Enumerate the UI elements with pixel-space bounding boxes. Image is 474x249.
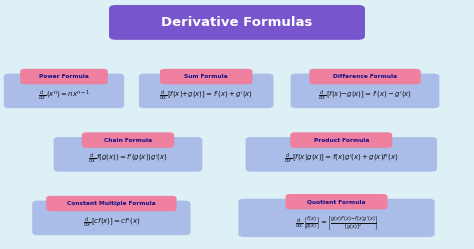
Text: $\frac{d}{dx}\,\left[\frac{f(x)}{g(x)}\right] = \left[\frac{g(x)f'(x){-}f(x)g'(x: $\frac{d}{dx}\,\left[\frac{f(x)}{g(x)}\r… <box>295 215 378 232</box>
Text: Constant Multiple Formula: Constant Multiple Formula <box>67 201 156 206</box>
Text: Difference Formula: Difference Formula <box>333 74 397 79</box>
FancyBboxPatch shape <box>4 74 124 108</box>
Text: $\frac{d}{dx}\,[f(x){+}g(x)] = f'(x)+g'(x)$: $\frac{d}{dx}\,[f(x){+}g(x)] = f'(x)+g'(… <box>159 89 253 103</box>
Text: Sum Formula: Sum Formula <box>184 74 228 79</box>
FancyBboxPatch shape <box>20 69 108 84</box>
Text: $\frac{d}{dx}\,f(g(x)) = f'(g(x))g'(x)$: $\frac{d}{dx}\,f(g(x)) = f'(g(x))g'(x)$ <box>88 152 168 166</box>
Text: $\frac{d}{dx}\,(x^n) = nx^{n-1}$: $\frac{d}{dx}\,(x^n) = nx^{n-1}$ <box>38 89 90 103</box>
FancyBboxPatch shape <box>291 74 439 108</box>
FancyBboxPatch shape <box>246 137 437 172</box>
FancyBboxPatch shape <box>290 132 392 148</box>
Text: Chain Formula: Chain Formula <box>104 137 152 143</box>
Text: $\frac{d}{dx}\,[f(x){-}g(x)] = f'(x)-g'(x)$: $\frac{d}{dx}\,[f(x){-}g(x)] = f'(x)-g'(… <box>318 89 412 103</box>
Text: Power Formula: Power Formula <box>39 74 89 79</box>
FancyBboxPatch shape <box>238 199 435 237</box>
Text: Quotient Formula: Quotient Formula <box>307 199 366 204</box>
Text: Product Formula: Product Formula <box>314 137 369 143</box>
Text: Derivative Formulas: Derivative Formulas <box>161 16 313 29</box>
Text: $\frac{d}{dx}\,[cf(x)] = cf'(x)$: $\frac{d}{dx}\,[cf(x)] = cf'(x)$ <box>83 216 140 230</box>
FancyBboxPatch shape <box>160 69 252 84</box>
FancyBboxPatch shape <box>82 132 174 148</box>
FancyBboxPatch shape <box>309 69 420 84</box>
FancyBboxPatch shape <box>46 196 176 211</box>
FancyBboxPatch shape <box>109 5 365 40</box>
Text: $\frac{d}{dx}\,[f(x)g(x)] = f(x)g'(x)+g(x)f'(x)$: $\frac{d}{dx}\,[f(x)g(x)] = f(x)g'(x)+g(… <box>284 152 399 166</box>
FancyBboxPatch shape <box>54 137 202 172</box>
FancyBboxPatch shape <box>285 194 387 209</box>
FancyBboxPatch shape <box>139 74 273 108</box>
FancyBboxPatch shape <box>32 201 191 235</box>
